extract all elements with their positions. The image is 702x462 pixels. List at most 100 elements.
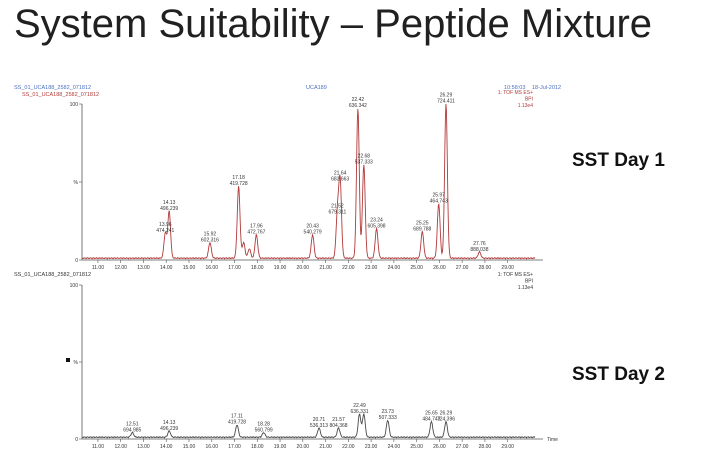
peak-rt-label: 25.97 — [432, 192, 445, 198]
x-tick-label: 15.00 — [183, 444, 196, 450]
x-tick-label: 17.00 — [228, 265, 241, 271]
peak-rt-label: 23.73 — [381, 409, 394, 415]
x-tick-label: 22.00 — [342, 444, 355, 450]
peak-mass-label: 679.311 — [329, 209, 347, 215]
trace-mode: BPI — [525, 279, 533, 285]
peak-mass-label: 419.728 — [228, 420, 246, 426]
header-sample-blue: SS_01_UCA188_2582_071812 — [14, 85, 91, 91]
x-tick-label: 21.00 — [319, 444, 332, 450]
peak-mass-label: 888.038 — [470, 247, 488, 253]
peak-mass-label: 636.342 — [349, 103, 367, 109]
peak-mass-label: 689.788 — [413, 226, 431, 232]
peak-rt-label: 13.96 — [159, 222, 172, 228]
x-tick-label: 15.00 — [183, 265, 196, 271]
peak-mass-label: 484.743 — [422, 417, 440, 423]
y-tick-label: 100 — [70, 102, 79, 108]
day-1-label: SST Day 1 — [572, 150, 665, 171]
header-time: 10:58:03 — [504, 85, 525, 91]
peak-rt-label: 26.29 — [440, 93, 453, 99]
x-tick-label: 13.00 — [137, 265, 150, 271]
peak-mass-label: 540.279 — [304, 230, 322, 236]
peak-mass-label: 496.239 — [160, 426, 178, 432]
peak-rt-label: 22.49 — [353, 403, 366, 409]
peak-rt-label: 20.71 — [313, 417, 326, 423]
x-tick-label: 12.00 — [114, 444, 127, 450]
header-sample-red: SS_01_UCA188_2582_071812 — [22, 92, 99, 98]
peak-rt-label: 25.65 — [425, 411, 438, 417]
x-tick-label: 20.00 — [297, 444, 310, 450]
x-tick-label: 25.00 — [410, 444, 423, 450]
x-tick-label: 26.00 — [433, 444, 446, 450]
peak-rt-label: 21.57 — [332, 417, 345, 423]
y-tick-label: 100 — [70, 283, 79, 289]
peak-mass-label: 724.396 — [437, 417, 455, 423]
trace-line — [81, 412, 536, 439]
x-tick-label: 21.00 — [319, 265, 332, 271]
peak-mass-label: 560.799 — [255, 427, 273, 433]
x-tick-label: 14.00 — [160, 265, 173, 271]
x-tick-label: 29.00 — [501, 265, 514, 271]
x-tick-label: 18.00 — [251, 444, 264, 450]
header-date: 18-Jul-2012 — [532, 85, 561, 91]
x-tick-label: 19.00 — [274, 444, 287, 450]
x-tick-label: 16.00 — [205, 265, 218, 271]
trace-mode: 1: TOF MS ES+ — [498, 90, 533, 96]
peak-rt-label: 22.42 — [352, 97, 365, 103]
peak-rt-label: 15.92 — [204, 231, 217, 237]
y-tick-label: 0 — [75, 437, 78, 443]
x-tick-label: 20.00 — [297, 265, 310, 271]
peak-rt-label: 26.29 — [440, 411, 453, 417]
trace-label: SS_01_UCA188_2582_071812 — [14, 272, 91, 278]
x-tick-label: 28.00 — [479, 265, 492, 271]
peak-rt-label: 18.28 — [257, 421, 270, 427]
y-tick-label: 0 — [75, 258, 78, 264]
peak-mass-label: 496.239 — [160, 206, 178, 212]
x-tick-label: 24.00 — [388, 265, 401, 271]
trace-line — [81, 103, 536, 260]
peak-mass-label: 472.767 — [247, 230, 265, 236]
peak-rt-label: 17.96 — [250, 224, 263, 230]
bullet-marker — [66, 358, 70, 362]
trace-mode: BPI — [525, 97, 533, 103]
x-tick-label: 12.00 — [114, 265, 127, 271]
peak-mass-label: 536.313 — [310, 423, 328, 429]
slide-title: System Suitability – Peptide Mixture — [14, 2, 653, 46]
x-tick-label: 16.00 — [205, 444, 218, 450]
x-tick-label: 13.00 — [137, 444, 150, 450]
y-tick-label: % — [74, 360, 79, 366]
trace-mode: 1: TOF MS ES+ — [498, 272, 533, 278]
peak-rt-label: 14.13 — [163, 420, 176, 426]
peak-rt-label: 21.64 — [334, 171, 347, 177]
peak-mass-label: 605.398 — [368, 223, 386, 229]
peak-mass-label: 636.331 — [350, 409, 368, 415]
x-tick-label: 29.00 — [501, 444, 514, 450]
x-tick-label: 11.00 — [92, 444, 104, 450]
peak-mass-label: 537.333 — [355, 159, 373, 165]
x-tick-label: 25.00 — [410, 265, 423, 271]
peak-rt-label: 27.76 — [473, 241, 486, 247]
x-tick-label: 22.00 — [342, 265, 355, 271]
peak-rt-label: 21.52 — [331, 203, 344, 209]
trace-mode: 1.13e4 — [518, 103, 534, 109]
chromatogram-day-1: 100% 0 11.00 12.00 13.00 14.00 15.00 16.00 17.00… — [70, 90, 543, 271]
header-center-id: UCA189 — [306, 85, 327, 91]
peak-rt-label: 12.51 — [126, 421, 139, 427]
peak-mass-label: 464.743 — [430, 198, 448, 204]
x-tick-label: 28.00 — [479, 444, 492, 450]
day-2-label: SST Day 2 — [572, 364, 665, 385]
peak-rt-label: 17.18 — [232, 175, 245, 181]
trace-mode: 1.13e4 — [518, 285, 534, 291]
x-tick-label: 19.00 — [274, 265, 287, 271]
peak-rt-label: 17.11 — [231, 414, 243, 420]
x-tick-label: 17.00 — [228, 444, 241, 450]
x-tick-label: 24.00 — [388, 444, 401, 450]
x-tick-label: 26.00 — [433, 265, 446, 271]
y-tick-label: % — [74, 180, 79, 186]
x-tick-label: 18.00 — [251, 265, 264, 271]
peak-rt-label: 20.43 — [306, 224, 319, 230]
peak-mass-label: 507.333 — [379, 415, 397, 421]
chromatogram-day-2: 100% 0 11.00 12.00 13.00 14.00 15.00 16.00 17.00… — [14, 272, 558, 450]
peak-mass-label: 694.985 — [123, 427, 141, 433]
x-tick-label: 23.00 — [365, 265, 378, 271]
